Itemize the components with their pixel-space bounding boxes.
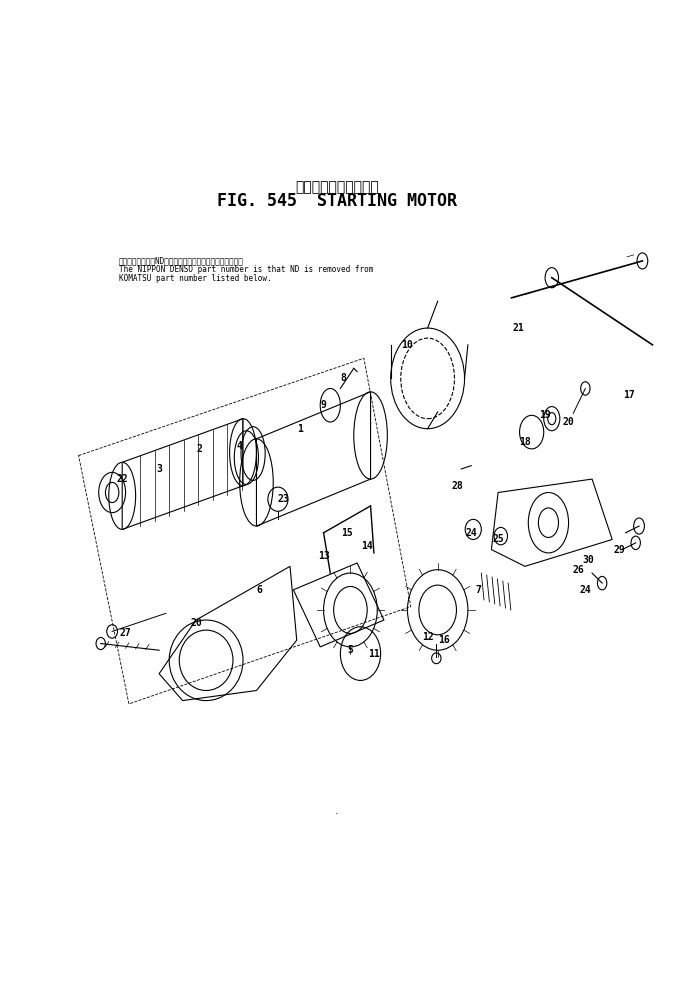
Text: 28: 28 [452, 481, 464, 491]
Text: 4: 4 [237, 440, 243, 450]
Text: 1: 1 [297, 424, 303, 433]
Text: 26: 26 [573, 564, 584, 574]
Text: 24: 24 [465, 528, 477, 538]
Text: 29: 29 [613, 545, 625, 555]
Text: 18: 18 [519, 437, 531, 447]
Text: 17: 17 [623, 390, 635, 400]
Text: 24: 24 [580, 585, 591, 595]
Text: 5: 5 [348, 645, 353, 655]
Text: 2: 2 [196, 444, 202, 454]
Text: 3: 3 [156, 464, 162, 474]
Text: 21: 21 [512, 323, 524, 333]
Text: .: . [335, 807, 339, 817]
Text: 20: 20 [563, 417, 574, 427]
Text: 6: 6 [257, 585, 263, 595]
Text: 13: 13 [317, 552, 330, 561]
Text: 20: 20 [190, 619, 202, 628]
Text: 15: 15 [341, 528, 353, 538]
Text: 27: 27 [120, 628, 131, 638]
Text: 品番のメーカ記号NDを除いたものが日本電装の品番です。: 品番のメーカ記号NDを除いたものが日本電装の品番です。 [119, 256, 244, 265]
Text: KOMATSU part number listed below.: KOMATSU part number listed below. [119, 274, 272, 283]
Text: 7: 7 [475, 585, 481, 595]
Text: The NIPPON DENSO part number is that ND is removed from: The NIPPON DENSO part number is that ND … [119, 265, 373, 274]
Text: 11: 11 [368, 648, 379, 659]
Text: スターティングモータ: スターティングモータ [295, 180, 379, 194]
Text: 16: 16 [439, 635, 450, 645]
Text: 9: 9 [321, 400, 326, 410]
Text: FIG. 545  STARTING MOTOR: FIG. 545 STARTING MOTOR [217, 191, 457, 210]
Text: 12: 12 [422, 631, 433, 642]
Text: 23: 23 [278, 494, 289, 504]
Text: 19: 19 [539, 411, 551, 421]
Text: 10: 10 [402, 340, 413, 350]
Text: 25: 25 [492, 535, 504, 545]
Text: 8: 8 [341, 373, 346, 383]
Text: 14: 14 [361, 541, 373, 552]
Text: 22: 22 [117, 474, 128, 484]
Text: 30: 30 [583, 555, 594, 564]
